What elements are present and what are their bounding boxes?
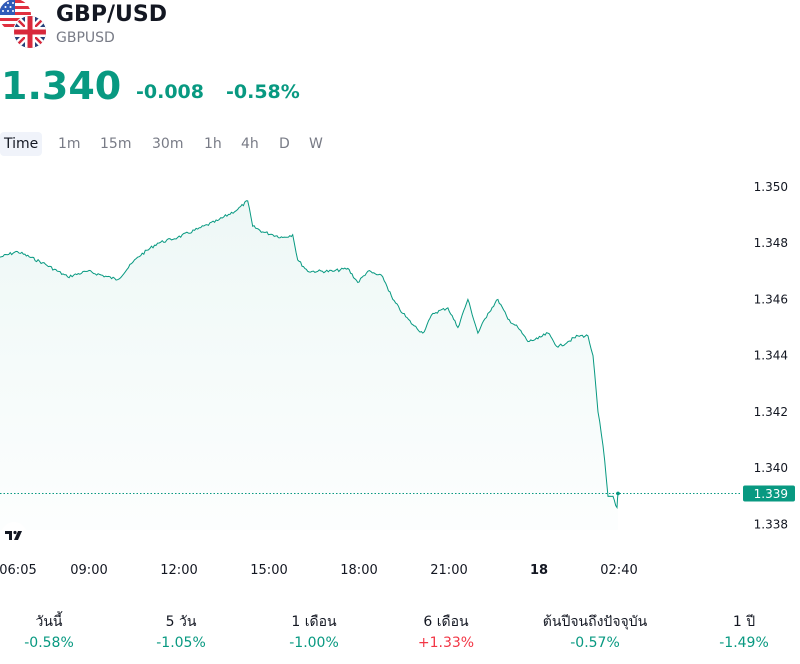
y-axis-tick-label: 1.344 <box>754 349 788 363</box>
x-axis-tick-label: 12:00 <box>160 563 197 578</box>
perf-value: -1.05% <box>156 635 206 651</box>
last-price-marker <box>743 485 795 502</box>
price-change: -0.008 <box>136 81 204 103</box>
tab-w[interactable]: W <box>309 136 323 152</box>
symbol-header: GBP/USD GBPUSD <box>0 0 800 50</box>
x-axis-tick-label: 09:00 <box>70 563 107 578</box>
perf-value: -0.57% <box>570 635 620 651</box>
tab-d[interactable]: D <box>279 136 290 152</box>
last-price-dot <box>616 491 620 496</box>
x-axis-tick-label: 18:00 <box>340 563 377 578</box>
tradingview-logo-icon[interactable] <box>0 522 28 548</box>
y-axis-tick-label: 1.350 <box>754 180 788 194</box>
perf-item-1m[interactable]: 1 เดือน -1.00% <box>249 612 379 654</box>
perf-value: -1.00% <box>289 635 339 651</box>
perf-value: -0.58% <box>24 635 74 651</box>
tab-4h[interactable]: 4h <box>241 136 259 152</box>
perf-label: วันนี้ <box>35 614 63 630</box>
price-chart[interactable]: 1.350 1.348 1.346 1.344 1.342 1.340 1.338 06:0… <box>0 170 800 590</box>
perf-label: 5 วัน <box>165 614 197 630</box>
perf-label: ต้นปีจนถึงปัจจุบัน <box>542 614 648 630</box>
tab-1m[interactable]: 1m <box>58 136 81 152</box>
x-axis-tick-label: 06:05 <box>0 563 37 578</box>
symbol-ticker: GBPUSD <box>56 30 115 46</box>
perf-item-1y[interactable]: 1 ปี -1.49% <box>679 612 800 654</box>
performance-summary: วันนี้ -0.58% 5 วัน -1.05% 1 เดือน -1.00… <box>0 612 800 656</box>
price-series-line <box>0 200 619 510</box>
tab-1h[interactable]: 1h <box>204 136 222 152</box>
perf-item-today[interactable]: วันนี้ -0.58% <box>0 612 114 654</box>
y-axis-tick-label: 1.340 <box>754 461 788 475</box>
tab-time[interactable]: Time <box>0 132 43 156</box>
perf-label: 1 เดือน <box>291 614 337 630</box>
price-change-percent: -0.58% <box>226 81 300 103</box>
perf-item-ytd[interactable]: ต้นปีจนถึงปัจจุบัน -0.57% <box>530 612 660 654</box>
y-axis-tick-label: 1.338 <box>754 517 788 531</box>
x-axis-tick-label: 21:00 <box>430 563 467 578</box>
currency-pair-flags <box>0 0 50 50</box>
y-axis-tick-label: 1.342 <box>754 405 788 419</box>
last-price: 1.340 <box>1 64 122 108</box>
x-axis-tick-label: 18 <box>530 563 548 578</box>
tab-15m[interactable]: 15m <box>100 136 132 152</box>
y-axis-tick-label: 1.348 <box>754 236 788 250</box>
last-price-label: 1.339 <box>754 487 788 501</box>
x-axis-tick-label: 02:40 <box>600 563 637 578</box>
perf-label: 6 เดือน <box>423 614 469 630</box>
y-axis-tick-label: 1.346 <box>754 292 788 306</box>
perf-item-5d[interactable]: 5 วัน -1.05% <box>116 612 246 654</box>
perf-label: 1 ปี <box>732 614 756 630</box>
perf-value: +1.33% <box>417 635 475 651</box>
x-axis-tick-label: 15:00 <box>250 563 287 578</box>
perf-value: -1.49% <box>719 635 769 651</box>
price-area-fill <box>0 200 618 531</box>
tab-30m[interactable]: 30m <box>152 136 184 152</box>
perf-item-6m[interactable]: 6 เดือน +1.33% <box>381 612 511 654</box>
gb-flag-icon <box>13 15 47 49</box>
symbol-title[interactable]: GBP/USD <box>56 2 167 27</box>
